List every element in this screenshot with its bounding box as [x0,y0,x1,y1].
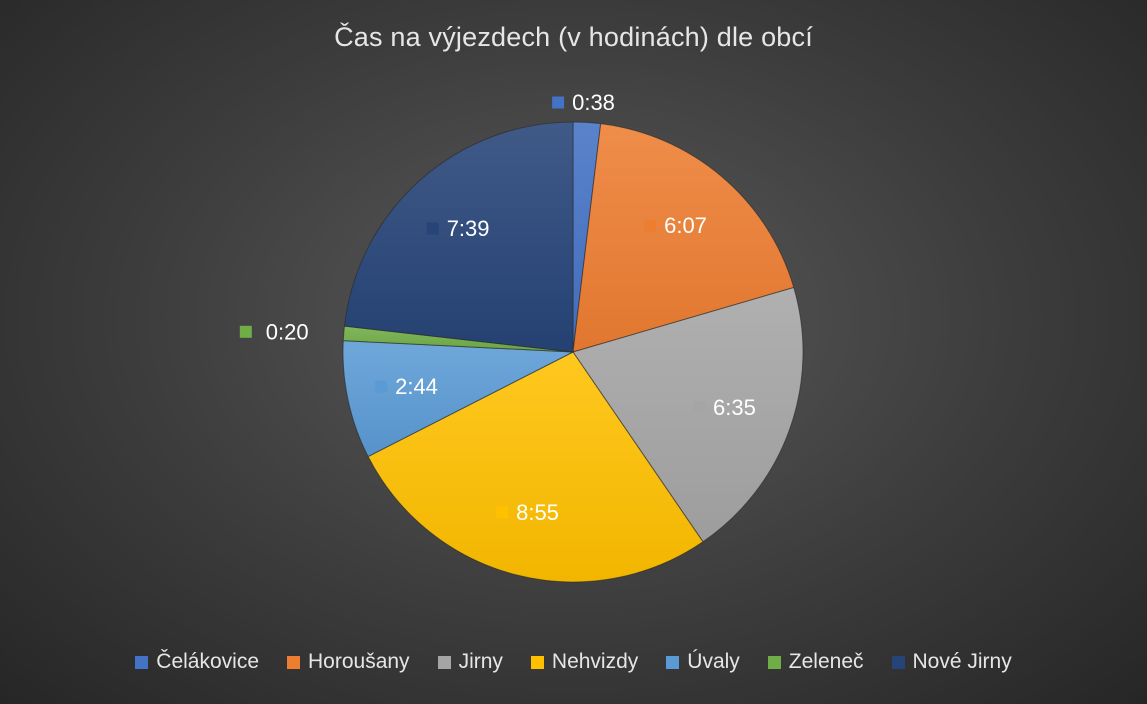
legend-item: Horoušany [287,650,410,674]
legend-swatch [891,655,905,669]
legend-item: Úvaly [666,650,740,674]
data-label-marker [426,222,439,235]
pie-slice [367,351,704,583]
data-label: 0:20 [239,319,309,344]
legend-item: Nehvizdy [530,650,639,674]
data-label: 0:38 [552,90,615,115]
legend-label: Nové Jirny [912,650,1012,673]
data-label-text: 8:55 [516,500,559,525]
legend-label: Zeleneč [788,650,864,673]
legend-label: Nehvizdy [551,650,639,673]
pie-slice [342,340,575,458]
pie-slice [343,121,574,353]
legend-item: Čelákovice [135,650,259,674]
pie-slice [572,286,804,543]
data-label: 8:55 [496,500,559,525]
data-label-text: 7:39 [447,216,490,241]
legend-item: Zeleneč [767,650,864,674]
data-label-text: 2:44 [395,374,438,399]
legend-swatch [767,655,781,669]
data-label: 2:44 [375,374,438,399]
data-label-marker [239,325,252,338]
pie-slice [572,123,795,353]
legend: Čelákovice Horoušany Jirny Nehvizdy Úvaly Zel… [0,650,1147,674]
data-label-marker [644,219,657,232]
data-label-text: 6:07 [664,213,707,238]
legend-item: Nové Jirny [891,650,1012,674]
data-label-text: 0:38 [572,90,615,115]
legend-item: Jirny [437,650,503,674]
legend-label: Úvaly [687,650,740,673]
legend-swatch [666,655,680,669]
legend-swatch [135,655,149,669]
legend-label: Horoušany [308,650,410,673]
legend-swatch [530,655,544,669]
data-label: 7:39 [426,216,490,241]
legend-label: Čelákovice [156,650,259,673]
data-label-text: 6:35 [713,395,756,420]
data-label-text: 0:20 [266,319,309,344]
legend-swatch [287,655,300,669]
legend-swatch [437,655,451,669]
data-label: 6:35 [693,395,756,420]
data-label-marker [693,401,705,414]
data-label-marker [552,96,565,109]
data-label-marker [375,380,388,393]
data-label-marker [496,506,509,519]
data-label: 6:07 [644,213,707,238]
legend-label: Jirny [458,650,503,673]
chart-title: Čas na výjezdech (v hodinách) dle obcí [334,22,813,52]
